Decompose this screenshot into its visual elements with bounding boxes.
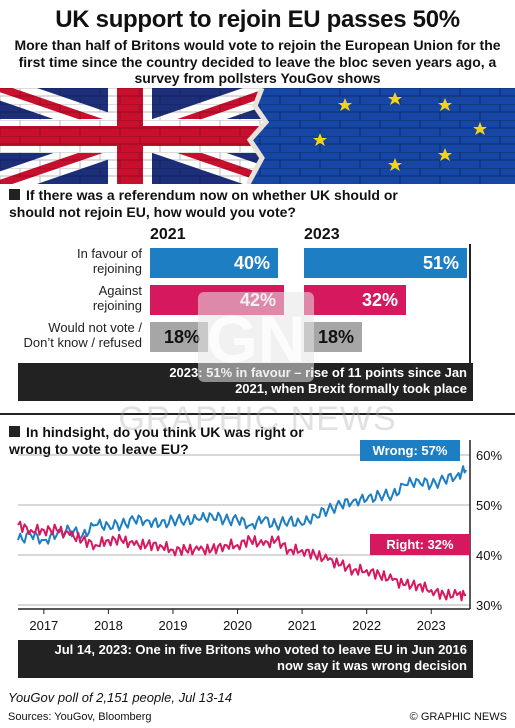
watermark-text: GRAPHIC NEWS (118, 400, 397, 438)
watermark-logo: GN (198, 292, 314, 382)
annotation-box-2 (18, 640, 473, 678)
row-label-would-not-vote: Would not vote / Don’t know / refused (10, 320, 142, 350)
series-line-right (17, 520, 467, 602)
bar-chart-question: If there was a referendum now on whether… (9, 187, 429, 221)
poll-note: YouGov poll of 2,151 people, Jul 13-14 (8, 690, 233, 705)
flags-banner-image (0, 88, 515, 184)
row-label-line: rejoining (92, 298, 142, 313)
series-label-wrong: Wrong: 57% (373, 443, 448, 458)
square-bullet-icon (9, 426, 20, 437)
series-label-box-wrong (360, 440, 460, 461)
row-label-in-favour: In favour of rejoining (10, 246, 142, 276)
x-tick-label: 2019 (159, 618, 188, 633)
line-chart: 30% 40% 50% 60% 2017 2018 2019 2020 2021 2022 2023… (17, 440, 502, 633)
row-label-line: Would not vote / (48, 320, 142, 335)
series-label-right: Right: 32% (386, 537, 454, 552)
bar-2023-in-favour: 51% (304, 248, 467, 278)
watermark-logo-text: GN (207, 302, 306, 376)
year-label-2021: 2021 (150, 226, 186, 243)
x-tick-label: 2022 (352, 618, 381, 633)
x-tick-label: 2021 (288, 618, 317, 633)
line-chart-title: In hindsight, do you think UK was right … (9, 424, 304, 457)
page-title: UK support to rejoin EU passes 50% (55, 6, 460, 33)
year-label-2023: 2023 (304, 226, 340, 243)
row-label-line: In favour of (76, 246, 142, 261)
bar-2021-in-favour: 40% (150, 248, 278, 278)
page-subtitle: More than half of Britons would vote to … (14, 37, 501, 86)
section-divider (0, 413, 515, 415)
x-tick-label: 2023 (417, 618, 446, 633)
series-line-wrong (17, 465, 467, 545)
x-tick-label: 2020 (223, 618, 252, 633)
row-label-line: Don’t know / refused (23, 335, 142, 350)
y-tick-label: 60% (476, 448, 502, 463)
divider-line (469, 244, 471, 364)
series-label-box-right (370, 534, 470, 555)
x-tick-label: 2018 (94, 618, 123, 633)
x-tick-label: 2017 (29, 618, 58, 633)
y-tick-label: 40% (476, 548, 502, 563)
y-tick-label: 50% (476, 498, 502, 513)
bar-chart-title: If there was a referendum now on whether… (9, 187, 398, 220)
row-label-against: Against rejoining (10, 283, 142, 313)
bar-2023-against: 32% (304, 285, 406, 315)
eu-stars (313, 92, 487, 171)
row-label-line: Against (98, 283, 142, 298)
row-label-line: rejoining (92, 261, 142, 276)
copyright-note: © GRAPHIC NEWS (409, 711, 507, 723)
line-chart-question: In hindsight, do you think UK was right … (9, 424, 349, 458)
annotation-text-2: Jul 14, 2023: One in five Britons who vo… (54, 642, 467, 673)
y-tick-label: 30% (476, 598, 502, 613)
sources-note: Sources: YouGov, Bloomberg (8, 711, 152, 723)
square-bullet-icon (9, 189, 20, 200)
